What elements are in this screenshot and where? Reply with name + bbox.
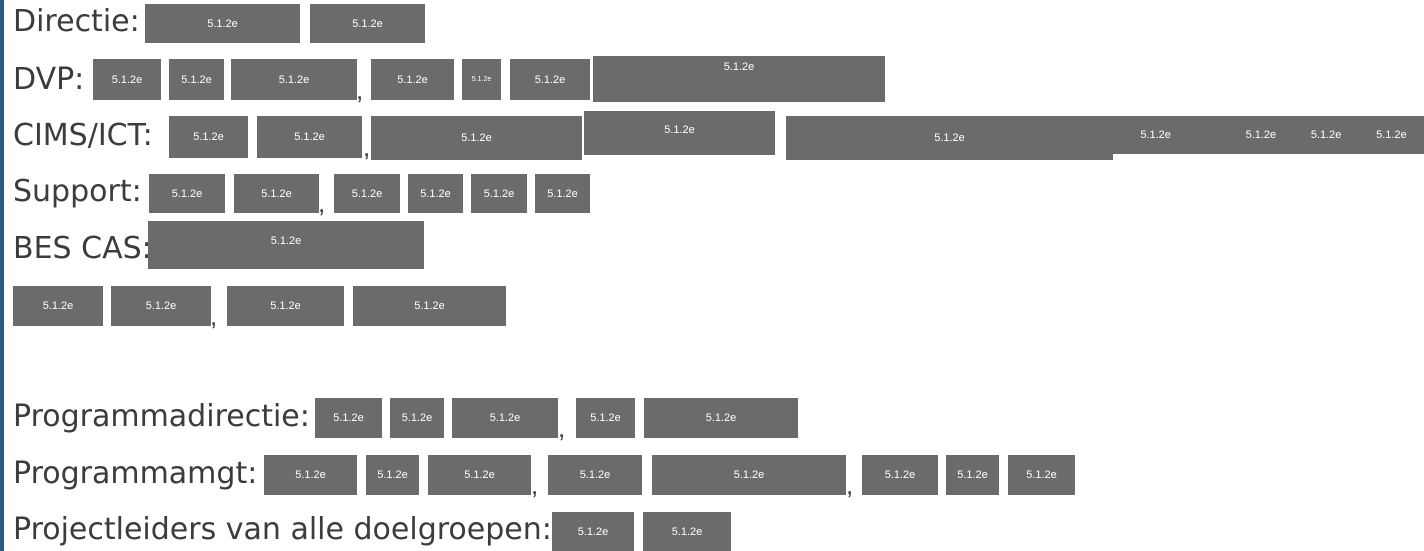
redaction-box: 5.1.2e xyxy=(428,455,531,495)
redaction-box: 5.1.2e xyxy=(408,174,463,213)
redaction-box: 5.1.2e xyxy=(371,59,454,100)
redaction-box: 5.1.2e xyxy=(227,286,344,326)
redaction-box: 5.1.2e xyxy=(576,398,635,438)
redaction-box: 5.1.2e xyxy=(169,59,224,100)
redaction-box: 5.1.2e 5.1.2e 5.1.2e 5.1.2e xyxy=(1113,116,1424,154)
comma: , xyxy=(558,413,566,443)
redaction-box: 5.1.2e xyxy=(1008,455,1075,495)
redaction-box: 5.1.2e xyxy=(862,455,938,495)
redaction-box: 5.1.2e xyxy=(310,4,425,43)
redaction-box: 5.1.2e xyxy=(149,174,225,213)
label-support: Support: xyxy=(13,174,142,209)
label-directie: Directie: xyxy=(13,4,140,39)
comma: , xyxy=(210,301,218,331)
comma: , xyxy=(846,470,854,500)
redaction-box: 5.1.2e xyxy=(552,512,634,551)
redaction-box: 5.1.2e xyxy=(334,174,400,213)
redaction-box: 5.1.2e xyxy=(548,455,642,495)
label-programmamgt: Programmamgt: xyxy=(13,456,258,491)
redaction-box: 5.1.2e xyxy=(169,116,248,158)
comma: , xyxy=(318,188,326,218)
redaction-box: 5.1.2e xyxy=(462,59,501,100)
redaction-box: 5.1.2e xyxy=(231,59,357,100)
redaction-box: 5.1.2e xyxy=(257,116,362,158)
redaction-box: 5.1.2e xyxy=(264,455,357,495)
redaction-box: 5.1.2e xyxy=(652,455,846,495)
label-dvp: DVP: xyxy=(13,62,85,97)
comma: , xyxy=(363,132,371,162)
label-programmadirectie: Programmadirectie: xyxy=(13,399,310,434)
left-margin-bar xyxy=(0,0,4,551)
redaction-box: 5.1.2e xyxy=(510,59,590,100)
label-bes-cas: BES CAS: xyxy=(13,231,152,266)
redaction-box: 5.1.2e xyxy=(946,455,999,495)
redaction-box: 5.1.2e xyxy=(315,398,382,438)
redaction-box: 5.1.2e xyxy=(93,59,161,100)
redaction-code: 5.1.2e xyxy=(1376,129,1407,141)
redaction-box: 5.1.2e xyxy=(471,174,527,213)
redaction-code: 5.1.2e xyxy=(1245,129,1277,141)
redaction-code: 5.1.2e xyxy=(1310,129,1342,141)
label-cims-ict: CIMS/ICT: xyxy=(13,118,153,153)
redaction-box: 5.1.2e xyxy=(584,111,775,155)
redaction-box: 5.1.2e xyxy=(13,286,103,326)
redaction-box: 5.1.2e xyxy=(644,398,798,438)
redaction-box: 5.1.2e xyxy=(452,398,558,438)
redaction-box: 5.1.2e xyxy=(145,4,300,43)
redaction-box: 5.1.2e xyxy=(234,174,319,213)
comma: , xyxy=(531,470,539,500)
redaction-box: 5.1.2e xyxy=(371,116,582,160)
redaction-box: 5.1.2e xyxy=(643,512,731,551)
redaction-box: 5.1.2e xyxy=(593,56,885,102)
redaction-box: 5.1.2e xyxy=(111,286,211,326)
comma: , xyxy=(356,75,364,105)
redaction-box: 5.1.2e xyxy=(366,455,419,495)
redaction-box: 5.1.2e xyxy=(353,286,506,326)
redaction-box: 5.1.2e xyxy=(148,221,424,269)
redaction-box: 5.1.2e xyxy=(535,174,590,213)
redaction-code: 5.1.2e xyxy=(1140,129,1171,141)
redaction-box: 5.1.2e xyxy=(390,398,444,438)
redaction-box: 5.1.2e xyxy=(786,116,1113,160)
label-projectleiders: Projectleiders van alle doelgroepen: xyxy=(13,512,552,547)
